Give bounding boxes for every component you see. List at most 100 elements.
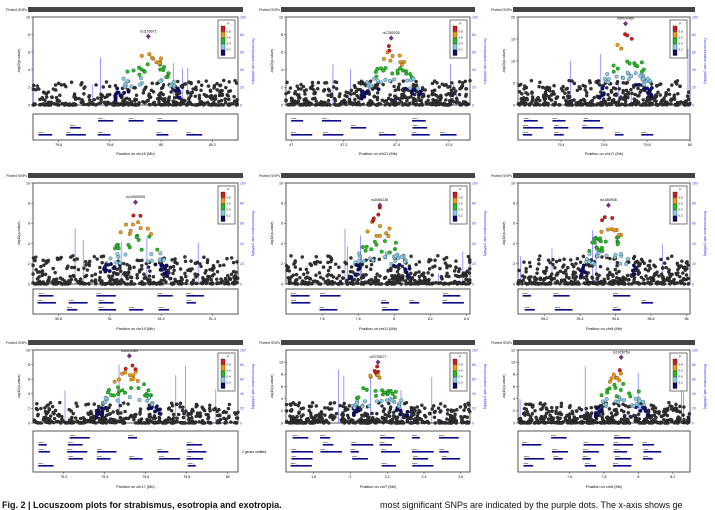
snp-point (331, 417, 335, 422)
snp-point (180, 408, 185, 413)
snp-point (327, 102, 331, 107)
snp-point (55, 282, 59, 286)
snp-point-ld (107, 269, 112, 274)
snp-point (465, 269, 470, 273)
snp-point-ld (386, 44, 391, 48)
y-tick-label: 0 (281, 103, 283, 107)
x-axis-label: Position on chr6 (Mb) (586, 485, 623, 489)
y-tick-label: 4 (513, 397, 515, 401)
x-tick-label: 8.2 (428, 317, 433, 321)
snp-point (571, 264, 576, 269)
snp-point-ld (376, 369, 380, 374)
snp-point-ld (158, 67, 163, 72)
snp-point (597, 83, 602, 87)
snp-point (114, 272, 119, 277)
snp-point-ld (394, 408, 399, 413)
snp-point (529, 101, 534, 105)
gene-label: •••••→ (523, 291, 531, 295)
snp-point (563, 91, 567, 95)
snp-point-ld (134, 235, 139, 239)
snp-point (115, 277, 119, 282)
lead-snp-label: rs6420484 (121, 349, 138, 353)
snp-point (576, 266, 580, 271)
snp-point (578, 87, 583, 91)
snp-point (417, 260, 422, 264)
snp-point-ld (383, 77, 388, 82)
snp-point-ld (371, 218, 375, 223)
snp-point (296, 99, 301, 103)
snp-point-ld (115, 252, 120, 257)
snp-point-ld (596, 405, 601, 410)
snp-point (185, 89, 190, 94)
snp-point-ld (172, 79, 176, 84)
legend-swatch (220, 31, 226, 38)
plotted-snps-label: Plotted SNPs (6, 8, 27, 12)
snp-point (53, 83, 58, 87)
snp-point (449, 93, 453, 98)
x-tick-label: 95.2 (541, 317, 548, 321)
snp-point-ld (405, 413, 410, 418)
snp-point (215, 269, 220, 274)
snp-point (393, 100, 397, 104)
snp-point (303, 92, 307, 96)
snp-point (619, 95, 623, 99)
snp-point-ld (390, 71, 395, 76)
snp-point (641, 98, 646, 102)
snp-point (126, 402, 130, 406)
snp-point (585, 415, 590, 419)
snp-point (549, 405, 554, 410)
snp-point-ld (615, 242, 620, 247)
gene-bar (156, 134, 169, 136)
snp-point (446, 103, 451, 107)
gene-label: •••••→ (552, 116, 560, 120)
snp-point (222, 409, 226, 414)
y-tick-label: 0 (28, 282, 30, 286)
snp-point (324, 102, 328, 106)
snp-point (672, 421, 677, 425)
snp-point (204, 79, 209, 83)
snp-point (626, 282, 631, 286)
snp-point (567, 78, 571, 83)
snp-point-ld (357, 251, 361, 256)
snp-point (527, 260, 532, 265)
snp-point (400, 274, 405, 278)
snp-point (291, 415, 295, 419)
snp-point-ld (365, 229, 370, 234)
snp-point (652, 413, 657, 417)
snp-point (171, 271, 175, 276)
snp-point (387, 278, 392, 283)
legend-break-label: 0.4 (679, 208, 684, 212)
snp-point-ld (631, 272, 636, 277)
y-tick-label: 2 (281, 86, 283, 90)
snp-point-ld (610, 216, 615, 220)
snp-point (541, 93, 546, 98)
snp-point (65, 266, 69, 271)
snp-point (371, 102, 375, 106)
x-tick-label: 95.8 (647, 317, 654, 321)
snp-point (349, 88, 354, 93)
snp-point (451, 415, 455, 420)
snp-point (396, 420, 401, 424)
x-tick-label: 50.8 (55, 317, 62, 321)
snp-point (450, 98, 454, 102)
snp-point (86, 411, 90, 416)
snp-point (314, 262, 318, 266)
y2-tick-label: 20 (692, 86, 696, 90)
x-tick-label: 8 (637, 475, 639, 479)
snp-point-ld (391, 263, 396, 268)
snp-point-ld (166, 71, 171, 76)
snp-point (537, 257, 541, 262)
snp-point-ld (637, 398, 642, 403)
snp-point (226, 406, 231, 411)
snp-point (546, 417, 551, 421)
gene-label: •••••→ (39, 447, 47, 451)
snp-point (403, 94, 407, 99)
plotted-snps-bar (28, 173, 243, 178)
snp-point (681, 420, 685, 425)
snp-point (675, 79, 680, 83)
snp-point-ld (115, 90, 120, 95)
caption-continuation: most significant SNPs are indicated by t… (380, 500, 683, 510)
snp-point (289, 403, 293, 407)
snp-point-ld (379, 66, 383, 71)
snp-point (444, 274, 449, 278)
